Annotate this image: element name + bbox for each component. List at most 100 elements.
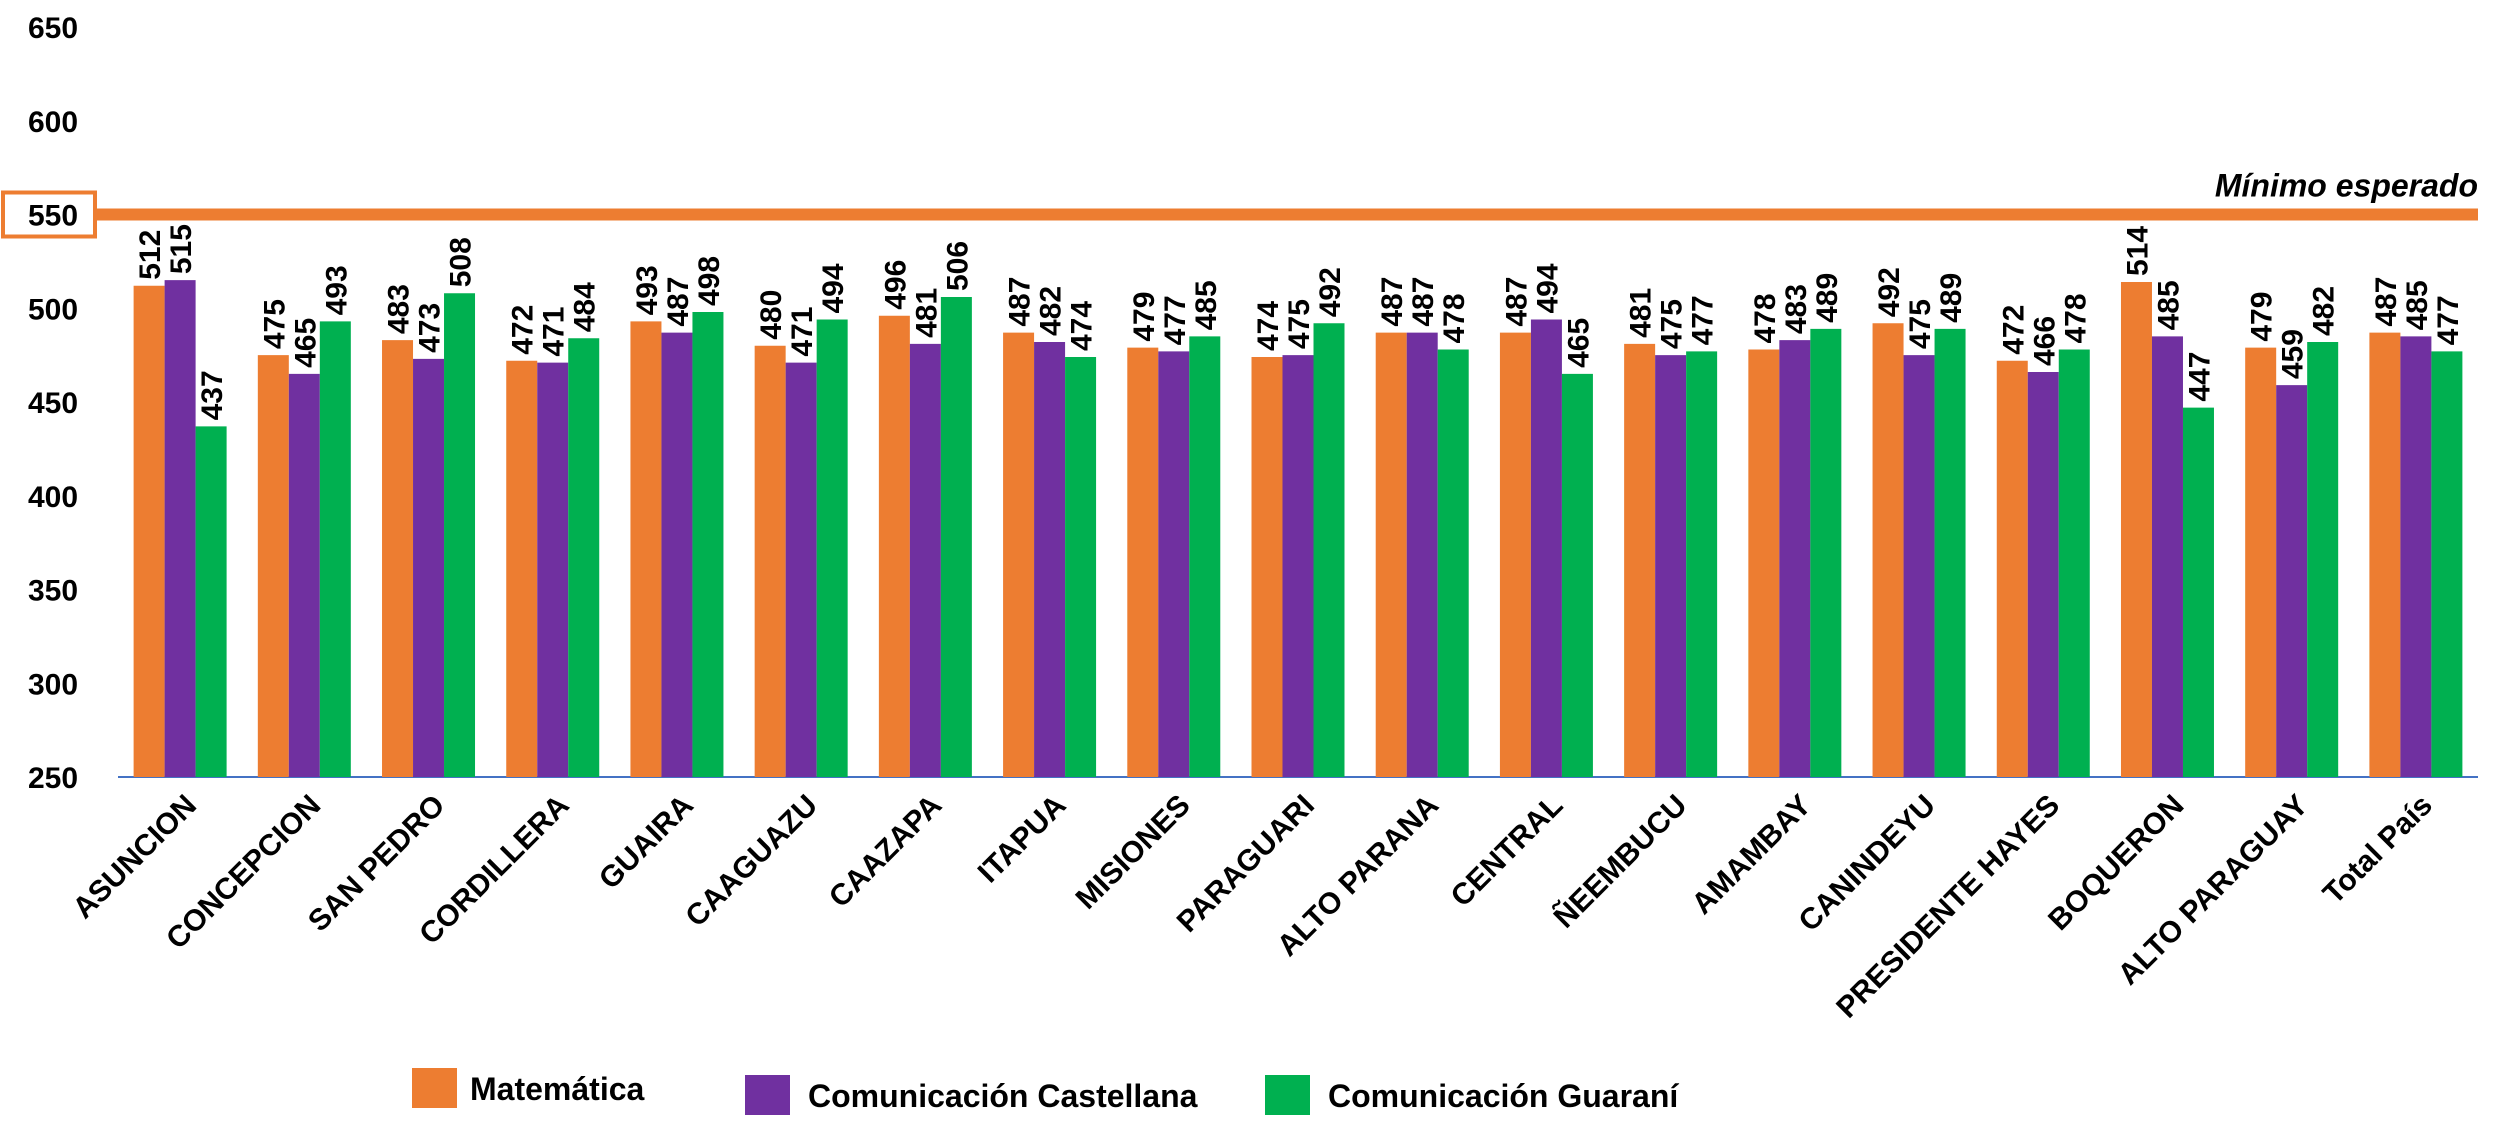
bar: [1655, 355, 1687, 777]
bar: [444, 293, 476, 777]
data-label: 485: [1190, 280, 1223, 330]
data-label: 487: [1500, 277, 1533, 327]
data-label: 493: [631, 265, 664, 315]
data-label: 472: [507, 305, 540, 355]
data-label: 474: [1066, 301, 1099, 351]
data-label: 485: [2152, 280, 2185, 330]
bar: [1003, 332, 1035, 777]
data-label: 506: [941, 241, 974, 291]
legend-swatch: [1265, 1075, 1310, 1115]
legend-swatch: [412, 1068, 457, 1108]
data-label: 478: [1438, 293, 1471, 343]
data-label: 482: [1035, 286, 1068, 336]
data-label: 485: [2401, 280, 2434, 330]
bar: [1375, 332, 1407, 777]
bar: [319, 321, 351, 777]
data-label: 465: [289, 318, 322, 368]
x-tick-label: MISIONES: [1070, 789, 1197, 916]
y-tick-label: 650: [28, 12, 78, 45]
y-tick-label: 400: [28, 481, 78, 514]
x-tick-label: CAAZAPA: [823, 789, 948, 914]
bar: [568, 338, 600, 777]
data-label: 492: [1873, 267, 1906, 317]
data-label: 487: [1004, 277, 1037, 327]
bar: [2400, 336, 2432, 777]
bar: [1251, 357, 1283, 777]
x-tick-label: ITAPUA: [972, 789, 1073, 890]
bar: [2307, 342, 2339, 777]
bar: [1748, 349, 1780, 777]
data-label: 477: [2432, 295, 2465, 345]
data-label: 466: [2028, 316, 2061, 366]
data-label: 487: [2370, 277, 2403, 327]
bar: [909, 343, 941, 777]
bar: [1127, 347, 1159, 777]
y-tick-label: 450: [28, 387, 78, 420]
data-label: 471: [786, 307, 819, 357]
bar: [1313, 323, 1345, 777]
data-label: 475: [1283, 299, 1316, 349]
bar: [382, 340, 414, 777]
bar: [1686, 351, 1718, 777]
bar: [878, 315, 910, 777]
reference-value-box: [1, 190, 97, 239]
y-tick-label: 600: [28, 106, 78, 139]
data-label: 481: [910, 288, 943, 338]
legend-label: Comunicación Castellana: [808, 1078, 1198, 1114]
data-label: 482: [2308, 286, 2341, 336]
data-label: 475: [258, 299, 291, 349]
bar: [1530, 319, 1562, 777]
data-label: 512: [134, 230, 167, 280]
bar: [1779, 340, 1811, 777]
data-label: 484: [569, 282, 602, 332]
bar: [1282, 355, 1314, 777]
bar: [1406, 332, 1438, 777]
data-label: 483: [383, 284, 416, 334]
data-label: 487: [1376, 277, 1409, 327]
bar: [1561, 373, 1593, 777]
data-label: 514: [2121, 226, 2154, 276]
x-tick-label: ASUNCION: [67, 789, 203, 925]
data-label: 472: [1997, 305, 2030, 355]
data-label: 494: [817, 263, 850, 313]
bar: [1872, 323, 1904, 777]
bar: [2245, 347, 2277, 777]
bar: [2431, 351, 2463, 777]
bar: [1996, 360, 2028, 777]
bar: [2369, 332, 2401, 777]
data-label: 447: [2183, 352, 2216, 402]
y-tick-label: 300: [28, 668, 78, 701]
data-label: 496: [879, 260, 912, 310]
data-label: 481: [1625, 288, 1658, 338]
data-label: 508: [445, 237, 478, 287]
bar: [1189, 336, 1221, 777]
bar: [692, 312, 724, 777]
data-label: 480: [755, 290, 788, 340]
bar: [164, 280, 196, 777]
bar: [2276, 385, 2308, 777]
data-label: 477: [1687, 295, 1720, 345]
bar: [816, 319, 848, 777]
data-label: 465: [1562, 318, 1595, 368]
data-label: 459: [2277, 329, 2310, 379]
bar: [288, 373, 320, 777]
bar: [2058, 349, 2090, 777]
data-label: 489: [1811, 273, 1844, 323]
data-label: 437: [196, 370, 229, 420]
bar: [661, 332, 693, 777]
bar: [1934, 328, 1966, 777]
bar: [630, 321, 662, 777]
y-tick-label: 500: [28, 293, 78, 326]
bar: [506, 360, 538, 777]
bar: [2182, 407, 2214, 777]
bar: [1499, 332, 1531, 777]
data-label: 479: [1128, 292, 1161, 342]
x-tick-label: Total País: [2317, 789, 2439, 911]
bar: [940, 297, 972, 777]
data-label: 475: [1656, 299, 1689, 349]
data-label: 492: [1314, 267, 1347, 317]
x-tick-label: AMAMBAY: [1686, 789, 1818, 921]
data-label: 483: [1780, 284, 1813, 334]
bar: [1158, 351, 1190, 777]
